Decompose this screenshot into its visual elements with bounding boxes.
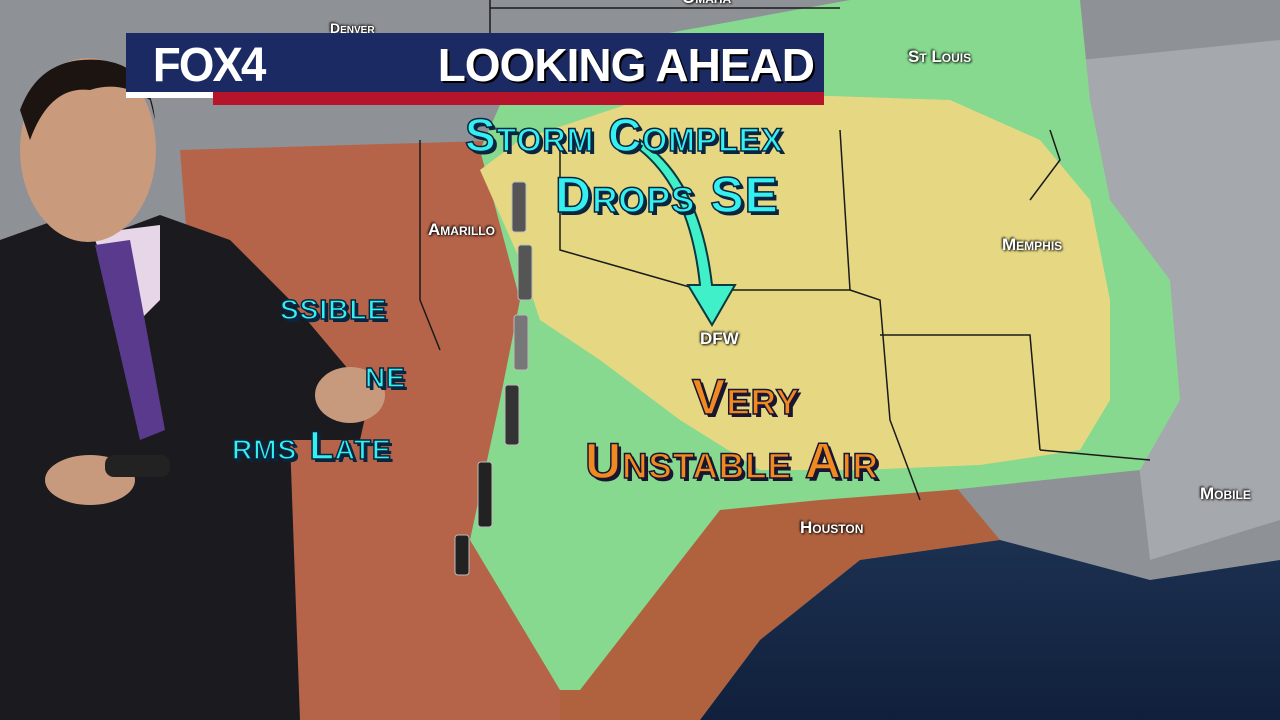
- storm-complex-line1: Storm Complex: [464, 108, 784, 162]
- fox4-logo: FOX4: [152, 39, 266, 92]
- storm-line-markers: [454, 181, 533, 576]
- city-label-denver: Denver: [330, 20, 375, 36]
- city-label-st-louis: St Louis: [908, 47, 972, 66]
- lower-third-banner: [126, 33, 824, 92]
- unstable-air-line1: Very: [691, 368, 801, 426]
- city-label-memphis: Memphis: [1002, 235, 1063, 254]
- city-label-omaha: Omaha: [682, 0, 731, 8]
- possible-storms-line3: rms Late: [231, 423, 392, 469]
- possible-storms-line1: ssible: [279, 283, 388, 329]
- segment-title: LOOKING AHEAD: [437, 39, 815, 91]
- banner-accent-white: [126, 92, 213, 98]
- presenter: [0, 58, 385, 720]
- cloud-east: [1080, 40, 1280, 560]
- city-label-houston: Houston: [800, 518, 864, 537]
- gulf-of-mexico: [700, 540, 1280, 720]
- possible-storms-line2: ne: [364, 351, 406, 397]
- unstable-air-line2: Unstable Air: [584, 432, 879, 490]
- city-label-amarillo: Amarillo: [428, 220, 495, 239]
- risk-zone-enhanced: [480, 95, 1110, 470]
- city-label-dfw: DFW: [700, 329, 739, 348]
- city-label-mobile: Mobile: [1200, 484, 1251, 503]
- storm-complex-line2: Drops SE: [554, 166, 779, 224]
- banner-accent-red: [213, 92, 824, 105]
- arrow-down-icon: [639, 138, 737, 327]
